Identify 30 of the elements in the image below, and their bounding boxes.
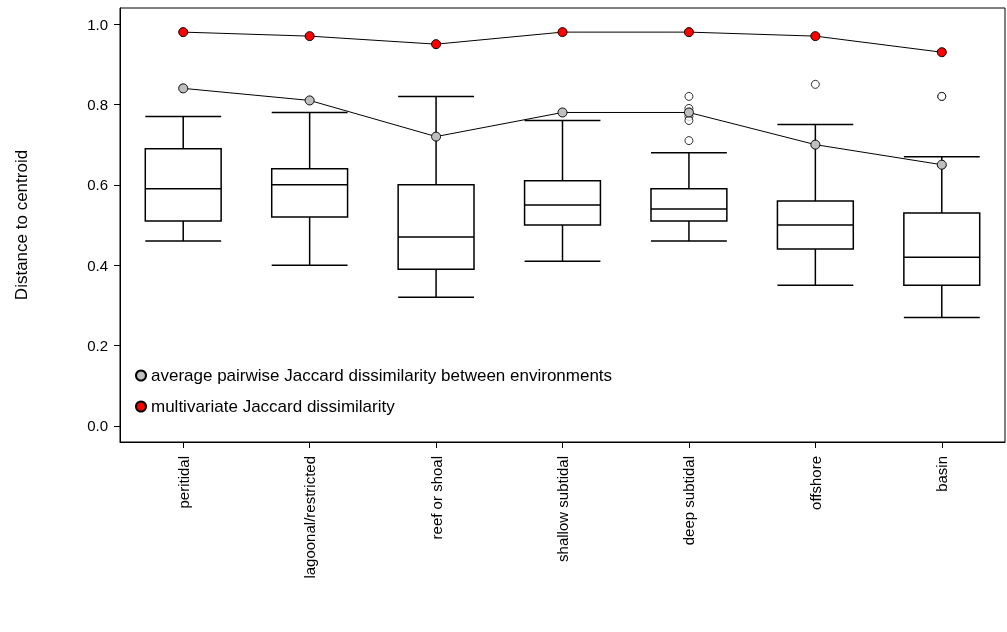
point <box>557 27 568 38</box>
x-tick-label: peritidal <box>174 456 192 509</box>
point <box>683 107 694 118</box>
point <box>304 31 315 42</box>
x-tick-label: basin <box>933 456 951 492</box>
point <box>178 83 189 94</box>
x-tick-label: lagoonal/restricted <box>301 456 319 579</box>
x-tick-label: shallow subtidal <box>554 456 571 562</box>
y-tick-label: 0.6 <box>87 176 108 194</box>
x-tick-label: reef or shoal <box>427 456 445 540</box>
point <box>683 27 694 38</box>
point <box>936 159 947 170</box>
x-tick-label: offshore <box>806 456 824 510</box>
y-tick-label: 0.2 <box>87 337 108 355</box>
legend-label: multivariate Jaccard dissimilarity <box>151 397 396 416</box>
y-tick-label: 1.0 <box>87 15 108 33</box>
point <box>557 107 568 118</box>
point <box>304 95 315 106</box>
y-axis-title: Distance to centroid <box>12 149 31 301</box>
legend-label: average pairwise Jaccard dissimilarity between environments <box>151 366 613 385</box>
point <box>178 27 189 38</box>
y-tick-label: 0.8 <box>87 95 108 113</box>
point <box>431 39 442 50</box>
x-tick-label: deep subtidal <box>680 456 698 546</box>
point <box>810 31 821 42</box>
point <box>810 139 821 150</box>
y-tick-label: 0.4 <box>87 256 108 274</box>
point <box>936 47 947 58</box>
y-tick-label: 0.0 <box>87 417 108 435</box>
point <box>431 131 442 142</box>
